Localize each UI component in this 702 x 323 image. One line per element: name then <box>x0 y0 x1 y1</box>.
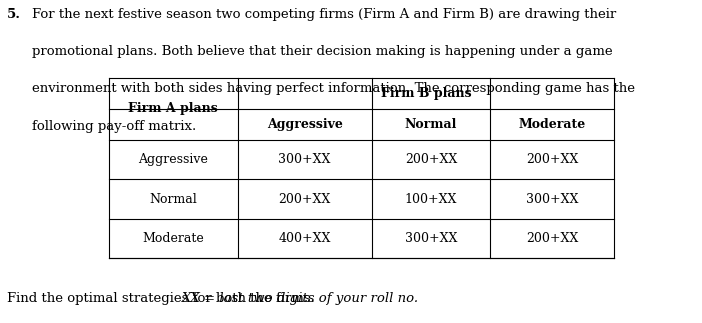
Text: 300+XX: 300+XX <box>405 232 457 245</box>
Text: 300+XX: 300+XX <box>279 153 331 166</box>
Text: 5.: 5. <box>7 8 21 21</box>
Text: 100+XX: 100+XX <box>405 193 457 205</box>
Text: 400+XX: 400+XX <box>279 232 331 245</box>
Text: 200+XX: 200+XX <box>526 153 578 166</box>
Text: 200+XX: 200+XX <box>526 232 578 245</box>
Text: 200+XX: 200+XX <box>405 153 457 166</box>
Text: 200+XX: 200+XX <box>279 193 331 205</box>
Text: Firm B plans: Firm B plans <box>380 87 471 99</box>
Text: Firm A plans: Firm A plans <box>128 102 218 115</box>
Text: Moderate: Moderate <box>143 232 204 245</box>
Text: For the next festive season two competing firms (Firm A and Firm B) are drawing : For the next festive season two competin… <box>32 8 616 21</box>
Text: 300+XX: 300+XX <box>526 193 578 205</box>
Text: Find the optimal strategies for both the firms.: Find the optimal strategies for both the… <box>7 292 319 305</box>
Text: Aggressive: Aggressive <box>138 153 208 166</box>
Text: environment with both sides having perfect information. The corresponding game h: environment with both sides having perfe… <box>32 82 635 95</box>
Text: XX = last two digits of your roll no.: XX = last two digits of your roll no. <box>183 292 419 305</box>
Text: promotional plans. Both believe that their decision making is happening under a : promotional plans. Both believe that the… <box>32 45 612 58</box>
Text: following pay-off matrix.: following pay-off matrix. <box>32 120 196 132</box>
Text: Moderate: Moderate <box>519 118 586 130</box>
Text: Normal: Normal <box>405 118 457 130</box>
Text: Normal: Normal <box>150 193 197 205</box>
Text: Aggressive: Aggressive <box>267 118 343 130</box>
